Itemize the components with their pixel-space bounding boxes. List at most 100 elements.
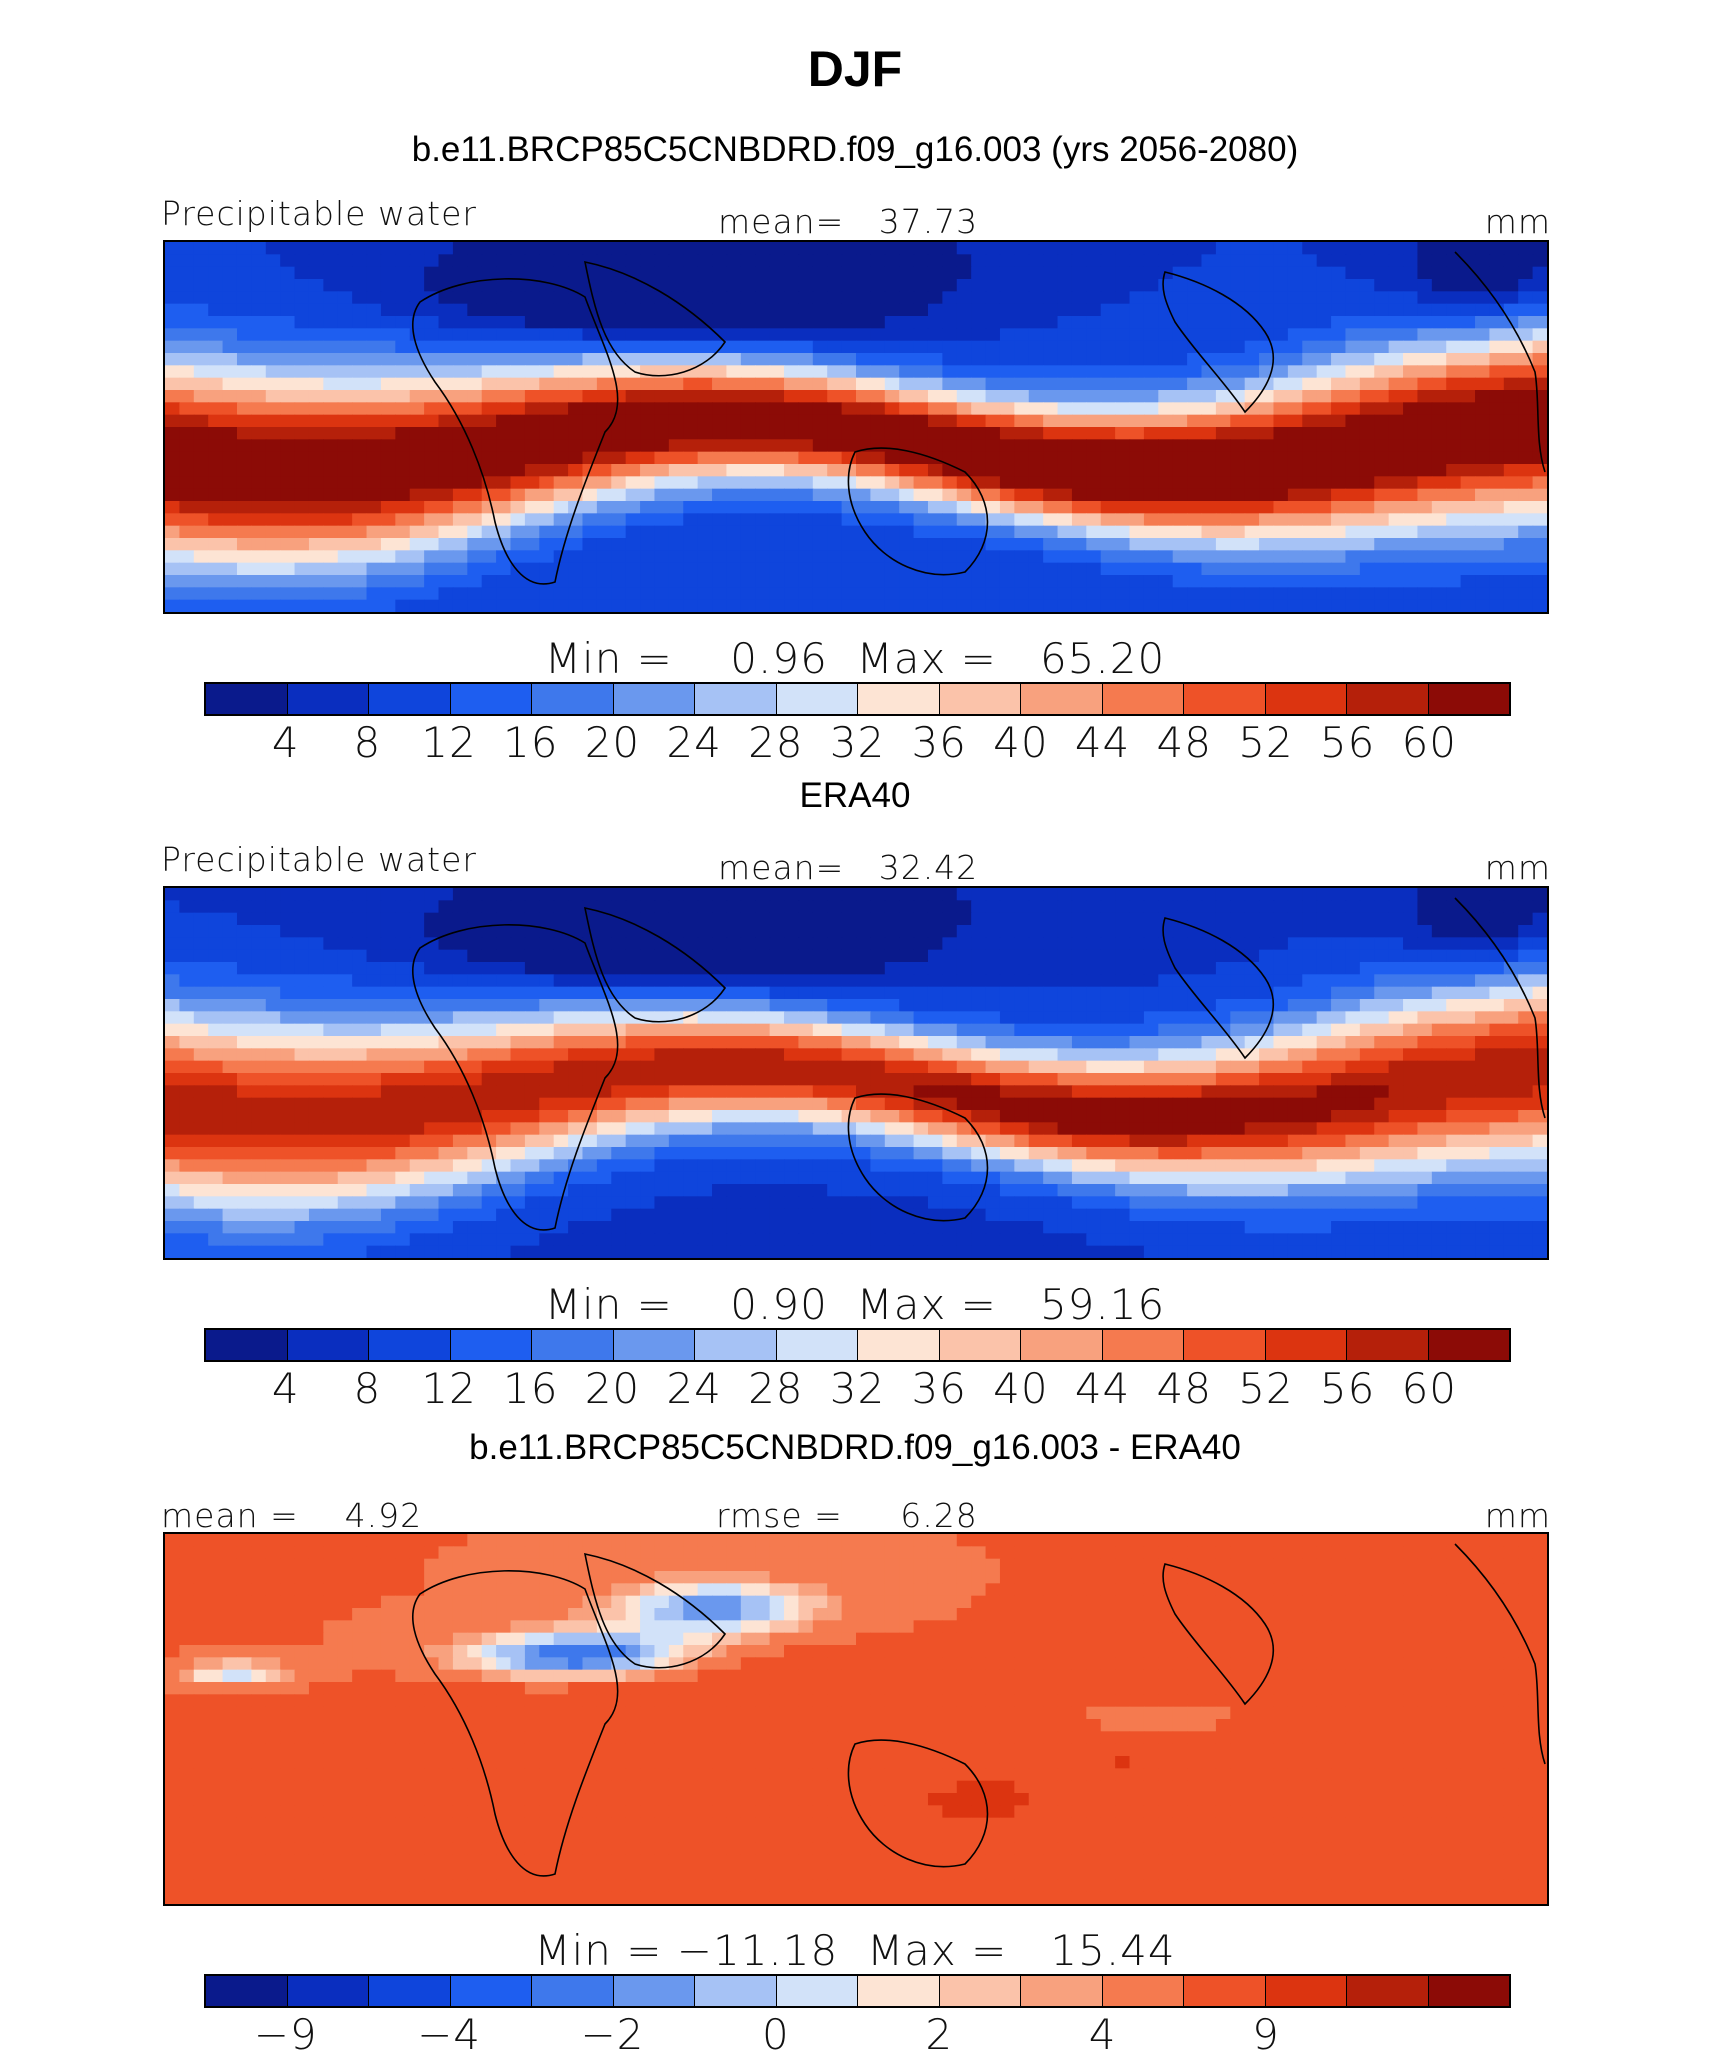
panel-3-colorbar bbox=[204, 1974, 1511, 2008]
colorbar-tick-label: 44 bbox=[1074, 1364, 1131, 1413]
panel-2-min-value: 0.90 bbox=[730, 1280, 828, 1329]
colorbar-tick-label: 32 bbox=[829, 1364, 886, 1413]
colorbar-swatch bbox=[1184, 1330, 1266, 1360]
colorbar-tick-label: 24 bbox=[666, 1364, 722, 1413]
colorbar-swatch bbox=[1428, 684, 1509, 714]
colorbar-swatch bbox=[369, 684, 451, 714]
panel-3-minmax: Min = −11.18 Max = 15.44 bbox=[0, 1926, 1710, 1975]
coastline bbox=[1162, 271, 1275, 414]
colorbar-tick-label: 4 bbox=[271, 718, 300, 767]
colorbar-swatch bbox=[695, 1976, 777, 2006]
colorbar-swatch bbox=[613, 1976, 695, 2006]
colorbar-swatch bbox=[1021, 684, 1103, 714]
field-plot bbox=[165, 888, 1547, 1258]
colorbar-swatch bbox=[369, 1330, 451, 1360]
colorbar-swatch bbox=[1021, 1330, 1103, 1360]
colorbar-swatch bbox=[858, 684, 940, 714]
colorbar-swatch bbox=[1102, 684, 1184, 714]
colorbar-swatch bbox=[858, 1976, 940, 2006]
colorbar-swatch bbox=[858, 1330, 940, 1360]
colorbar-tick-label: 52 bbox=[1238, 718, 1294, 767]
panel-2-units-label: mm bbox=[1484, 848, 1551, 887]
colorbar-swatch bbox=[776, 684, 858, 714]
panel-3-units-label: mm bbox=[1484, 1496, 1551, 1535]
colorbar-swatch bbox=[450, 1976, 532, 2006]
colorbar-swatch bbox=[206, 1976, 288, 2006]
colorbar-swatch bbox=[287, 1976, 369, 2006]
colorbar-tick-label: 8 bbox=[353, 718, 382, 767]
coastline bbox=[583, 1552, 727, 1669]
panel-1-min-value: 0.96 bbox=[730, 634, 828, 683]
colorbar-tick-label: 4 bbox=[271, 1364, 300, 1413]
panel-1-map bbox=[163, 240, 1549, 614]
coastline bbox=[1162, 1563, 1275, 1706]
colorbar-tick-label: 12 bbox=[421, 1364, 477, 1413]
colorbar-swatch bbox=[1428, 1976, 1509, 2006]
panel-1-variable-label: Precipitable water bbox=[161, 194, 477, 233]
panel-3-rmse-label: rmse = 6.28 bbox=[716, 1496, 978, 1535]
colorbar-tick-label: 60 bbox=[1401, 718, 1458, 767]
colorbar-tick-label: −4 bbox=[417, 2010, 482, 2059]
panel-2-variable-label: Precipitable water bbox=[161, 840, 477, 879]
panel-2-minmax: Min = 0.90 Max = 59.16 bbox=[0, 1280, 1710, 1329]
colorbar-tick-label: 36 bbox=[911, 1364, 967, 1413]
panel-3-max-label: Max = bbox=[866, 1926, 1008, 1975]
panel-2-colorbar bbox=[204, 1328, 1511, 1362]
colorbar-tick-label: 52 bbox=[1238, 1364, 1294, 1413]
colorbar-swatch bbox=[939, 1330, 1021, 1360]
colorbar-swatch bbox=[369, 1976, 451, 2006]
coastline bbox=[847, 447, 989, 576]
colorbar-tick-label: 56 bbox=[1319, 718, 1376, 767]
colorbar-swatch bbox=[776, 1976, 858, 2006]
colorbar-swatch bbox=[532, 684, 614, 714]
colorbar-swatch bbox=[695, 684, 777, 714]
colorbar-swatch bbox=[1021, 1976, 1103, 2006]
colorbar-swatch bbox=[1428, 1330, 1509, 1360]
colorbar-swatch bbox=[1265, 1330, 1347, 1360]
panel-1-units-label: mm bbox=[1484, 202, 1551, 241]
panel-3-title: b.e11.BRCP85C5CNBDRD.f09_g16.003 - ERA40 bbox=[469, 1428, 1241, 1467]
colorbar-tick-label: 28 bbox=[748, 1364, 804, 1413]
colorbar-tick-label: 20 bbox=[584, 718, 641, 767]
colorbar-swatch bbox=[287, 684, 369, 714]
colorbar-tick-label: 40 bbox=[993, 1364, 1049, 1413]
panel-1-max-label: Max = bbox=[856, 634, 997, 683]
colorbar-swatch bbox=[939, 1976, 1021, 2006]
coastline bbox=[1454, 897, 1546, 1119]
colorbar-swatch bbox=[1347, 1976, 1429, 2006]
field-plot bbox=[165, 242, 1547, 612]
panel-2-min-label: Min = bbox=[544, 1280, 673, 1329]
colorbar-swatch bbox=[1265, 1976, 1347, 2006]
panel-2-max-label: Max = bbox=[856, 1280, 997, 1329]
field-plot bbox=[165, 1534, 1547, 1904]
colorbar-tick-label: 48 bbox=[1156, 1364, 1212, 1413]
colorbar-tick-label: 60 bbox=[1401, 1364, 1458, 1413]
colorbar-tick-label: 32 bbox=[829, 718, 886, 767]
panel-1-max-value: 65.20 bbox=[1039, 634, 1166, 683]
colorbar-swatch bbox=[206, 1330, 288, 1360]
colorbar-tick-label: 28 bbox=[748, 718, 804, 767]
panel-2-map bbox=[163, 886, 1549, 1260]
colorbar-tick-label: 40 bbox=[993, 718, 1049, 767]
colorbar-tick-label: 16 bbox=[503, 1364, 559, 1413]
colorbar-swatch bbox=[1184, 684, 1266, 714]
colorbar-tick-label: 9 bbox=[1252, 2010, 1280, 2059]
panel-1-colorbar bbox=[204, 682, 1511, 716]
colorbar-swatch bbox=[1184, 1976, 1266, 2006]
colorbar-swatch bbox=[206, 684, 288, 714]
colorbar-tick-label: 44 bbox=[1074, 718, 1131, 767]
coastline bbox=[1454, 251, 1546, 473]
colorbar-swatch bbox=[1102, 1976, 1184, 2006]
colorbar-swatch bbox=[287, 1330, 369, 1360]
panel-3-min-value: −11.18 bbox=[676, 1926, 839, 1975]
panel-1-title: b.e11.BRCP85C5CNBDRD.f09_g16.003 (yrs 20… bbox=[411, 130, 1299, 169]
colorbar-swatch bbox=[450, 684, 532, 714]
colorbar-tick-label: 56 bbox=[1319, 1364, 1376, 1413]
panel-3-map bbox=[163, 1532, 1549, 1906]
panel-1-minmax: Min = 0.96 Max = 65.20 bbox=[0, 634, 1710, 683]
colorbar-swatch bbox=[695, 1330, 777, 1360]
panel-2-title: ERA40 bbox=[799, 776, 911, 815]
coastline bbox=[583, 260, 727, 377]
colorbar-swatch bbox=[450, 1330, 532, 1360]
colorbar-tick-label: −9 bbox=[253, 2010, 318, 2059]
